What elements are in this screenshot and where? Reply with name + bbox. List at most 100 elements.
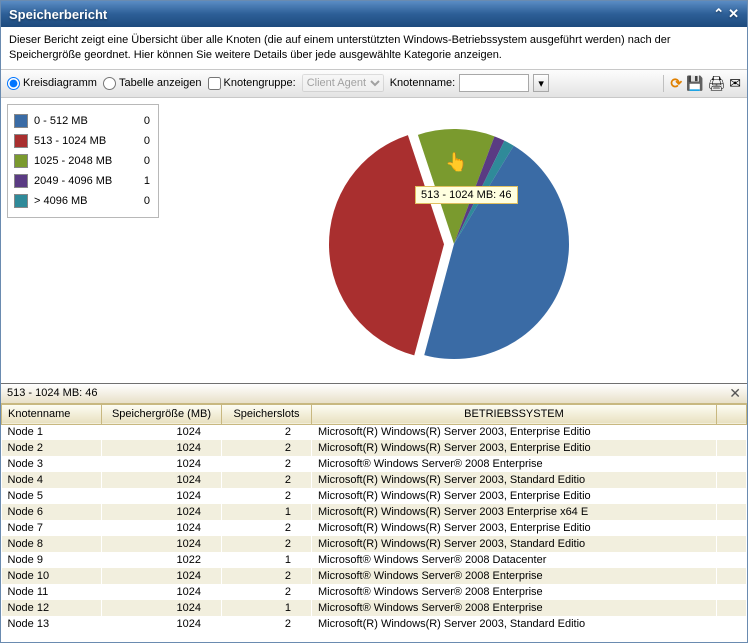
window-title: Speicherbericht	[9, 7, 107, 22]
legend-swatch	[14, 134, 28, 148]
table-row[interactable]: Node 1010242Microsoft® Windows Server® 2…	[2, 568, 747, 584]
legend-label: 513 - 1024 MB	[34, 135, 134, 147]
table-cell-spacer	[717, 616, 747, 632]
nodegroup-select[interactable]: Client Agent	[302, 74, 384, 92]
nodename-field: Knotenname: ▾	[390, 74, 549, 92]
pie-slice[interactable]	[329, 135, 444, 355]
table-cell: 1024	[102, 600, 222, 616]
detail-title: 513 - 1024 MB: 46	[7, 387, 98, 399]
table-cell: Node 7	[2, 520, 102, 536]
table-row[interactable]: Node 710242Microsoft(R) Windows(R) Serve…	[2, 520, 747, 536]
table-cell: Microsoft(R) Windows(R) Server 2003 Ente…	[312, 504, 717, 520]
table-row[interactable]: Node 810242Microsoft(R) Windows(R) Serve…	[2, 536, 747, 552]
toolbar-actions: ⟳ 💾 🖨 ✉	[663, 75, 741, 92]
table-row[interactable]: Node 410242Microsoft(R) Windows(R) Serve…	[2, 472, 747, 488]
table-cell: 1024	[102, 440, 222, 456]
table-row[interactable]: Node 110242Microsoft(R) Windows(R) Serve…	[2, 424, 747, 440]
table-cell-spacer	[717, 456, 747, 472]
legend-item[interactable]: > 4096 MB0	[14, 191, 150, 211]
table-cell-spacer	[717, 568, 747, 584]
titlebar-controls: ⌃ ✕	[713, 6, 739, 22]
table-cell-spacer	[717, 520, 747, 536]
chart-area: 0 - 512 MB0513 - 1024 MB01025 - 2048 MB0…	[1, 98, 747, 383]
legend-item[interactable]: 2049 - 4096 MB1	[14, 171, 150, 191]
nodename-input[interactable]	[459, 74, 529, 92]
pie-chart[interactable]	[324, 114, 584, 374]
legend-swatch	[14, 114, 28, 128]
table-cell: Microsoft(R) Windows(R) Server 2003, Ent…	[312, 488, 717, 504]
nodename-dropdown-button[interactable]: ▾	[533, 74, 549, 92]
chevron-down-icon: ▾	[538, 77, 544, 90]
legend-label: 1025 - 2048 MB	[34, 155, 134, 167]
table-row[interactable]: Node 1110242Microsoft® Windows Server® 2…	[2, 584, 747, 600]
table-cell: 2	[222, 488, 312, 504]
nodegroup-checkbox[interactable]: Knotengruppe:	[208, 77, 296, 90]
view-table-radio[interactable]: Tabelle anzeigen	[103, 77, 202, 90]
column-header[interactable]: Speicherslots	[222, 404, 312, 424]
chart-tooltip: 513 - 1024 MB: 46	[415, 186, 518, 204]
nodegroup-label: Knotengruppe:	[224, 77, 296, 89]
table-cell: 2	[222, 616, 312, 632]
report-description: Dieser Bericht zeigt eine Übersicht über…	[1, 27, 747, 70]
table-row[interactable]: Node 910221Microsoft® Windows Server® 20…	[2, 552, 747, 568]
table-cell-spacer	[717, 504, 747, 520]
table-cell: 1	[222, 504, 312, 520]
table-cell: Node 6	[2, 504, 102, 520]
table-cell-spacer	[717, 584, 747, 600]
save-icon[interactable]: 💾	[686, 75, 703, 92]
view-pie-radio[interactable]: Kreisdiagramm	[7, 77, 97, 90]
legend-swatch	[14, 174, 28, 188]
table-cell: 1024	[102, 488, 222, 504]
detail-panel: 513 - 1024 MB: 46 ✕ KnotennameSpeichergr…	[1, 383, 747, 642]
legend-count: 0	[140, 135, 150, 147]
table-radio-input[interactable]	[103, 77, 116, 90]
table-row[interactable]: Node 310242Microsoft® Windows Server® 20…	[2, 456, 747, 472]
refresh-icon[interactable]: ⟳	[670, 75, 682, 92]
table-cell: 1022	[102, 552, 222, 568]
table-radio-label: Tabelle anzeigen	[119, 77, 202, 89]
detail-grid: KnotennameSpeichergröße (MB)Speicherslot…	[1, 404, 747, 642]
pie-radio-input[interactable]	[7, 77, 20, 90]
table-cell: 1024	[102, 568, 222, 584]
table-row[interactable]: Node 210242Microsoft(R) Windows(R) Serve…	[2, 440, 747, 456]
table-cell: Node 1	[2, 424, 102, 440]
table-cell: 1024	[102, 472, 222, 488]
nodegroup-checkbox-input[interactable]	[208, 77, 221, 90]
mail-icon[interactable]: ✉	[729, 75, 741, 92]
print-icon[interactable]: 🖨	[707, 75, 725, 92]
table-cell: 1024	[102, 536, 222, 552]
legend-item[interactable]: 1025 - 2048 MB0	[14, 151, 150, 171]
table-cell: Node 12	[2, 600, 102, 616]
toolbar: Kreisdiagramm Tabelle anzeigen Knotengru…	[1, 70, 747, 98]
table-cell: Node 2	[2, 440, 102, 456]
table-cell: 2	[222, 424, 312, 440]
table-cell-spacer	[717, 472, 747, 488]
legend-item[interactable]: 0 - 512 MB0	[14, 111, 150, 131]
table-cell: Microsoft® Windows Server® 2008 Enterpri…	[312, 568, 717, 584]
legend-item[interactable]: 513 - 1024 MB 0	[14, 131, 150, 151]
table-cell: Node 5	[2, 488, 102, 504]
column-header[interactable]: Speichergröße (MB)	[102, 404, 222, 424]
table-cell: 1024	[102, 520, 222, 536]
pie-chart-container: 👆 513 - 1024 MB: 46	[167, 104, 741, 377]
collapse-icon[interactable]: ⌃	[713, 6, 724, 22]
legend-swatch	[14, 194, 28, 208]
table-row[interactable]: Node 510242Microsoft(R) Windows(R) Serve…	[2, 488, 747, 504]
close-icon[interactable]: ✕	[728, 6, 739, 22]
nodename-label: Knotenname:	[390, 77, 455, 89]
table-cell: Microsoft(R) Windows(R) Server 2003, Sta…	[312, 536, 717, 552]
table-cell: Microsoft(R) Windows(R) Server 2003, Ent…	[312, 440, 717, 456]
table-cell: Node 10	[2, 568, 102, 584]
legend-count: 0	[140, 115, 150, 127]
table-row[interactable]: Node 610241Microsoft(R) Windows(R) Serve…	[2, 504, 747, 520]
table-row[interactable]: Node 1310242Microsoft(R) Windows(R) Serv…	[2, 616, 747, 632]
detail-close-icon[interactable]: ✕	[729, 385, 741, 402]
table-row[interactable]: Node 1210241Microsoft® Windows Server® 2…	[2, 600, 747, 616]
column-header[interactable]: BETRIEBSSYSTEM	[312, 404, 717, 424]
table-cell: 1024	[102, 504, 222, 520]
table-cell: 2	[222, 568, 312, 584]
table-cell: Microsoft® Windows Server® 2008 Datacent…	[312, 552, 717, 568]
column-header[interactable]: Knotenname	[2, 404, 102, 424]
table-cell: 1024	[102, 456, 222, 472]
legend: 0 - 512 MB0513 - 1024 MB01025 - 2048 MB0…	[7, 104, 159, 218]
